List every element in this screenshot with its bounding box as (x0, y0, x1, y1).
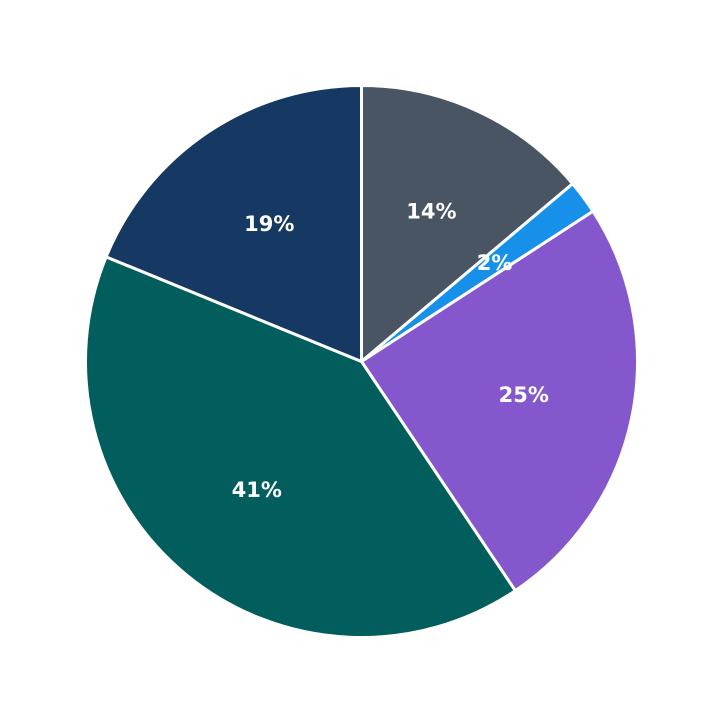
slices-layer (84, 84, 639, 639)
labels-layer: 14% 2% 25% 41% 19% (232, 199, 549, 501)
pie-slice-label-2: 2% (477, 251, 513, 275)
pie-slice-4 (84, 255, 517, 639)
pie-slice-3 (360, 209, 639, 593)
pie-slice-label-3: 25% (499, 383, 549, 407)
pie-slice-label-4: 41% (232, 478, 282, 502)
pie-slice-1 (360, 84, 575, 363)
pie-slice-5 (104, 84, 363, 363)
pie-slice-label-5: 19% (244, 212, 294, 236)
pie-slice-label-1: 14% (406, 199, 456, 223)
